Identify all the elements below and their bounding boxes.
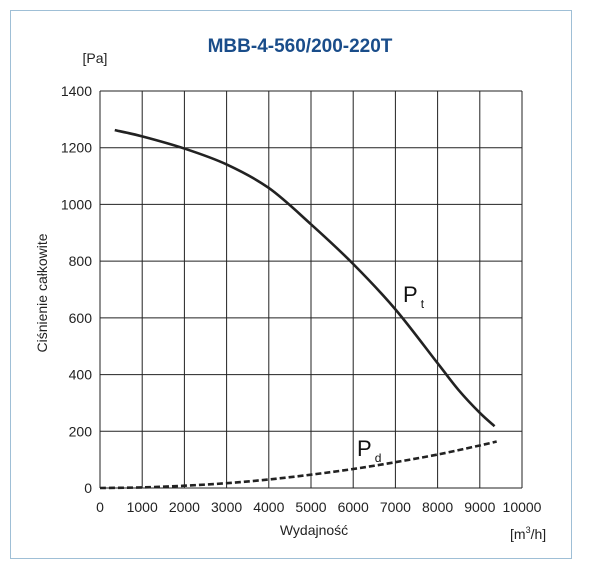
x-tick-label: 1000 <box>127 499 158 515</box>
curve-label-pd-main: P <box>357 436 372 461</box>
x-tick-label: 6000 <box>338 499 369 515</box>
x-tick-label: 4000 <box>253 499 284 515</box>
chart-title: MBB-4-560/200-220T <box>208 36 393 57</box>
y-tick-label: 200 <box>69 423 93 439</box>
tick-labels: 0 1000 2000 3000 4000 5000 6000 7000 8000 9000 100… <box>61 83 542 515</box>
y-tick-label: 400 <box>69 367 93 383</box>
curve-label-pd-sub: d <box>375 451 382 465</box>
x-unit-superscript: 3 <box>526 525 531 535</box>
y-unit-label: [Pa] <box>83 50 108 66</box>
x-tick-label: 0 <box>96 499 104 515</box>
x-tick-label: 3000 <box>211 499 242 515</box>
series-line-pt <box>114 128 496 428</box>
grid <box>99 90 523 489</box>
y-tick-label: 1000 <box>61 196 92 212</box>
curve-label-pt-main: P <box>403 282 418 307</box>
x-tick-label: 8000 <box>422 499 453 515</box>
x-tick-label: 7000 <box>380 499 411 515</box>
x-tick-label: 5000 <box>295 499 326 515</box>
y-axis-label: Ciśnienie całkowite <box>34 233 50 352</box>
x-unit-prefix: [m <box>510 526 526 542</box>
y-tick-label: 1400 <box>61 83 92 99</box>
curve-label-pt-sub: t <box>421 297 425 311</box>
x-tick-label: 10000 <box>503 499 542 515</box>
x-unit-label: [m3/h] <box>510 525 546 542</box>
x-tick-label: 2000 <box>169 499 200 515</box>
x-unit-suffix: /h] <box>531 526 547 542</box>
y-tick-label: 1200 <box>61 140 92 156</box>
y-tick-label: 0 <box>84 480 92 496</box>
chart-frame <box>10 10 572 559</box>
x-axis-label: Wydajność <box>280 522 348 538</box>
series-group <box>99 128 497 490</box>
x-tick-label: 9000 <box>464 499 495 515</box>
series-line-pd <box>99 440 497 490</box>
y-tick-label: 600 <box>69 310 93 326</box>
y-tick-label: 800 <box>69 253 93 269</box>
